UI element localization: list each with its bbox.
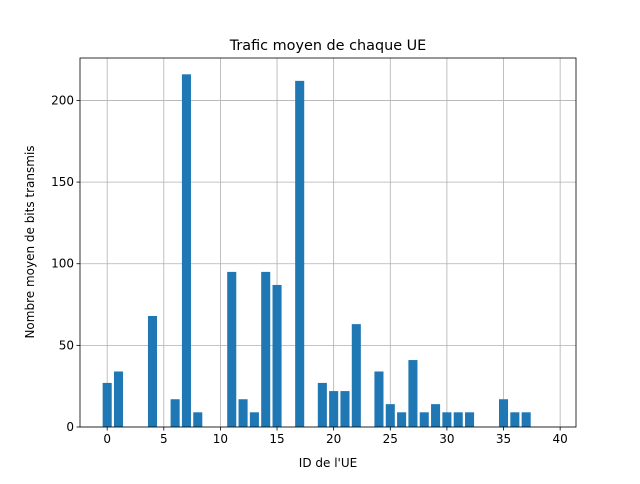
bar (249, 412, 259, 427)
bar (408, 360, 418, 427)
plot-frame (79, 57, 577, 428)
bar (272, 284, 282, 427)
bar (453, 412, 463, 427)
grid (80, 58, 576, 428)
bars (102, 74, 531, 428)
bar (102, 382, 112, 427)
bar (498, 399, 509, 427)
bar (351, 324, 361, 427)
bar (397, 412, 407, 427)
x-tick-label: 10 (213, 432, 228, 446)
x-tick-label: 40 (553, 432, 568, 446)
bar (340, 391, 350, 427)
y-axis-ticks: 0 50 100 150 200 (51, 93, 80, 434)
bar (374, 371, 384, 427)
bar (295, 80, 305, 428)
chart-title: Trafic moyen de chaque UE (229, 38, 427, 54)
bar (510, 412, 520, 427)
bar (317, 382, 327, 427)
x-axis-ticks: 0 5 10 15 20 25 30 35 40 (103, 427, 568, 446)
bar (238, 399, 248, 427)
bar (113, 371, 124, 427)
bar (329, 391, 339, 427)
bar (147, 315, 158, 427)
y-tick-label: 200 (51, 93, 74, 107)
y-tick-label: 100 (51, 257, 74, 271)
x-tick-label: 35 (496, 432, 511, 446)
x-axis-label: ID de l'UE (299, 456, 357, 470)
y-tick-label: 50 (59, 338, 74, 352)
bar (385, 404, 395, 427)
y-tick-label: 0 (66, 420, 74, 434)
x-tick-label: 0 (103, 432, 111, 446)
y-tick-label: 150 (51, 175, 74, 189)
bar (521, 412, 531, 427)
x-tick-label: 5 (160, 432, 168, 446)
bar (193, 412, 203, 427)
bar (227, 271, 237, 427)
bar (431, 404, 441, 427)
bar (181, 74, 191, 428)
x-tick-label: 30 (439, 432, 454, 446)
x-tick-label: 20 (326, 432, 341, 446)
y-axis-label: Nombre moyen de bits transmis (23, 145, 37, 338)
bar (465, 412, 475, 427)
bar (419, 412, 429, 427)
x-tick-label: 15 (269, 432, 284, 446)
bar (261, 271, 271, 427)
bar (170, 399, 180, 427)
bar (442, 412, 452, 427)
x-tick-label: 25 (383, 432, 398, 446)
